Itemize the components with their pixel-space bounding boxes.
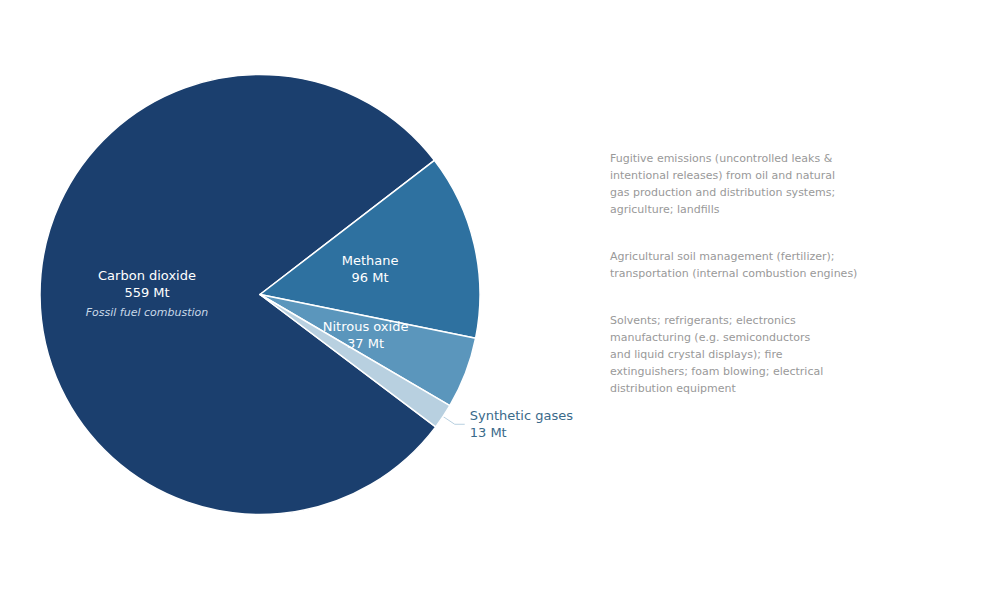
svg-text:559 Mt: 559 Mt xyxy=(124,285,169,300)
svg-text:Methane: Methane xyxy=(342,253,399,268)
svg-text:distribution equipment: distribution equipment xyxy=(610,382,736,395)
svg-text:Fossil fuel combustion: Fossil fuel combustion xyxy=(86,306,209,319)
svg-text:and liquid crystal displays);: and liquid crystal displays); fire xyxy=(610,348,783,361)
svg-text:manufacturing (e.g. semiconduc: manufacturing (e.g. semiconductors xyxy=(610,331,810,344)
svg-text:Nitrous oxide: Nitrous oxide xyxy=(323,319,409,334)
svg-text:transportation (internal combu: transportation (internal combustion engi… xyxy=(610,267,857,280)
svg-text:Synthetic gases: Synthetic gases xyxy=(470,408,573,423)
svg-text:intentional releases) from oil: intentional releases) from oil and natur… xyxy=(610,169,835,182)
svg-text:extinguishers; foam blowing; e: extinguishers; foam blowing; electrical xyxy=(610,365,823,378)
svg-text:Agricultural soil management (: Agricultural soil management (fertilizer… xyxy=(610,250,835,263)
svg-text:agriculture; landfills: agriculture; landfills xyxy=(610,203,720,216)
svg-text:Carbon dioxide: Carbon dioxide xyxy=(98,268,196,283)
svg-text:96 Mt: 96 Mt xyxy=(352,270,389,285)
svg-text:Solvents; refrigerants; electr: Solvents; refrigerants; electronics xyxy=(610,314,796,327)
svg-text:13 Mt: 13 Mt xyxy=(470,425,507,440)
svg-text:gas production and distributio: gas production and distribution systems; xyxy=(610,186,835,199)
svg-text:37 Mt: 37 Mt xyxy=(347,336,384,351)
svg-text:Fugitive emissions (uncontroll: Fugitive emissions (uncontrolled leaks & xyxy=(610,152,833,165)
